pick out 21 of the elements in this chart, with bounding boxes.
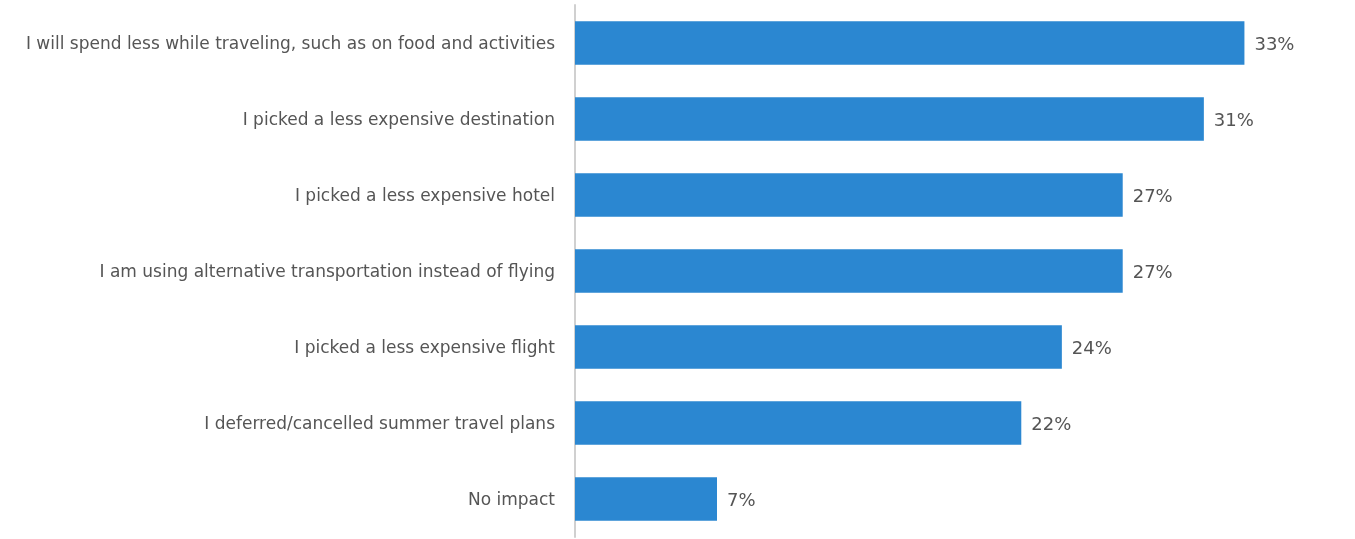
y-tick-label: I picked a less expensive flight bbox=[294, 337, 556, 357]
data-label: 24% bbox=[1071, 336, 1112, 358]
bar bbox=[575, 97, 1204, 141]
y-tick-label: No impact bbox=[467, 489, 556, 509]
bar bbox=[575, 401, 1022, 445]
bar bbox=[575, 21, 1245, 65]
data-label: 27% bbox=[1132, 260, 1173, 282]
bar bbox=[575, 325, 1062, 369]
y-tick-label: I picked a less expensive hotel bbox=[294, 185, 555, 205]
y-tick-label: I picked a less expensive destination bbox=[242, 109, 555, 129]
bar bbox=[575, 173, 1123, 217]
data-label: 27% bbox=[1132, 184, 1173, 206]
y-tick-label: I am using alternative transportation instead of flying bbox=[99, 261, 555, 281]
data-label: 22% bbox=[1031, 412, 1072, 434]
data-label: 7% bbox=[727, 488, 756, 510]
bar bbox=[575, 477, 717, 521]
y-tick-label: I deferred/cancelled summer travel plans bbox=[204, 413, 556, 433]
bar bbox=[575, 249, 1123, 293]
data-label: 33% bbox=[1254, 32, 1295, 54]
y-tick-label: I will spend less while traveling, such as on food and activities bbox=[25, 33, 556, 53]
data-label: 31% bbox=[1213, 108, 1254, 130]
